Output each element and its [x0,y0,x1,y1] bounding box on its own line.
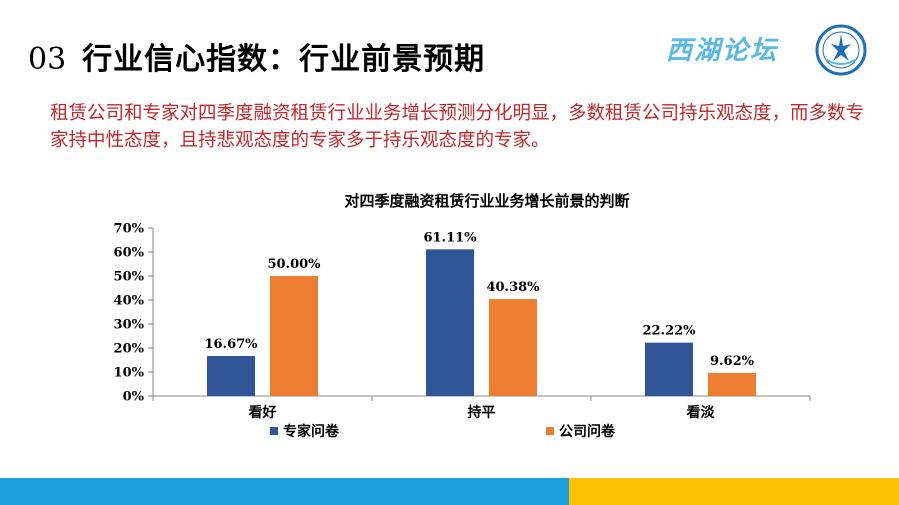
data-label: 22.22% [642,324,696,339]
bar [708,372,756,396]
legend-swatch [270,427,278,435]
y-tick-label: 50% [114,270,145,285]
x-tick-label: 看淡 [686,404,716,421]
footer-bar-blue [0,478,569,505]
legend-label: 专家问卷 [283,423,340,440]
data-label: 16.67% [204,337,258,352]
section-number: 03 [28,42,67,77]
data-label: 40.38% [486,280,540,295]
summary-text: 租赁公司和专家对四季度融资租赁行业业务增长预测分化明显，多数租赁公司持乐观态度，… [50,103,865,151]
y-tick-label: 70% [114,222,145,237]
forum-logo-icon [815,24,867,76]
footer-bar-yellow [569,478,899,505]
bar [207,355,255,396]
y-tick-label: 0% [123,390,145,405]
bar [270,276,318,396]
legend-label: 公司问卷 [559,423,616,440]
x-tick-label: 看好 [248,404,277,421]
y-tick-label: 30% [114,318,145,333]
y-tick-label: 60% [114,246,145,261]
page-title: 03 行业信心指数：行业前景预期 [28,34,485,78]
x-tick-label: 持平 [468,404,496,421]
bar [489,299,537,396]
data-label: 9.62% [710,354,755,369]
y-tick-label: 40% [114,294,145,309]
y-tick-label: 10% [114,366,145,381]
brand-name: 西湖论坛 [666,36,779,66]
title-text: 行业信心指数：行业前景预期 [82,42,486,77]
y-tick-label: 20% [114,342,145,357]
bar [426,249,474,396]
bar-chart: 对四季度融资租赁行业业务增长前景的判断 0% 10% 20% 30% 40% 50% 60% 7… [114,192,811,440]
bar [645,342,693,396]
data-label: 50.00% [267,257,321,272]
data-label: 61.11% [423,230,477,245]
legend-swatch [546,427,554,435]
chart-title: 对四季度融资租赁行业业务增长前景的判断 [344,192,629,210]
